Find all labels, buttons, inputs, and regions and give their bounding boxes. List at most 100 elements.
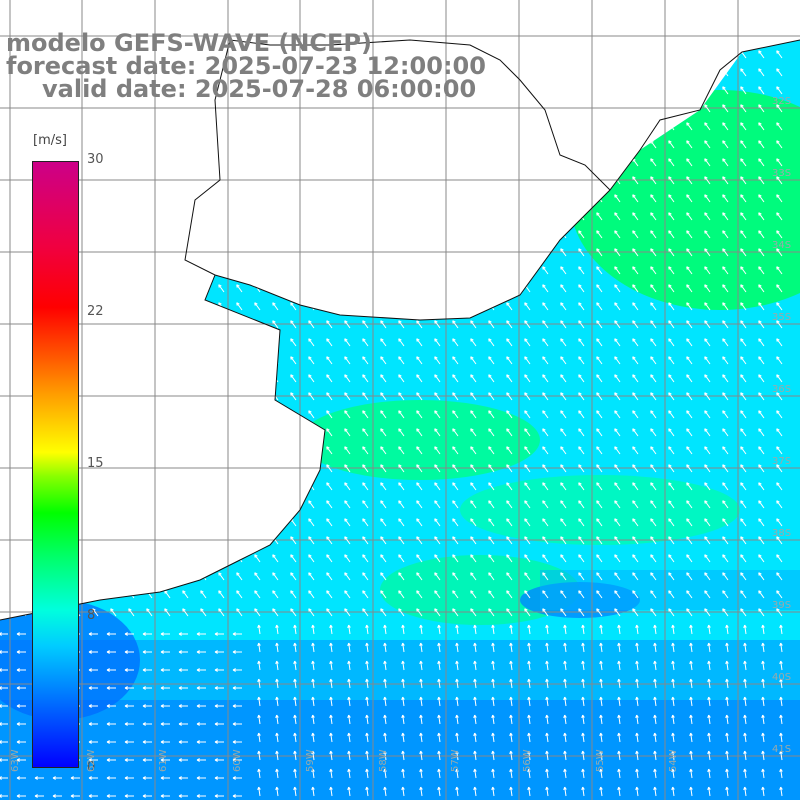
wind-arrow	[705, 15, 710, 22]
wind-arrow	[473, 696, 477, 707]
wind-arrow	[232, 650, 242, 654]
wind-arrow	[308, 374, 315, 383]
wind-arrow	[723, 15, 728, 22]
wind-arrow	[743, 768, 747, 779]
wind-arrow	[383, 660, 387, 671]
wind-arrow	[722, 302, 729, 311]
wind-arrow	[383, 732, 387, 743]
wind-arrow	[596, 374, 603, 383]
wind-arrow	[722, 410, 729, 419]
wind-arrow	[110, 482, 117, 491]
wind-arrow	[743, 642, 747, 653]
wind-arrow	[509, 678, 513, 689]
wind-arrow	[254, 410, 261, 419]
wind-arrow	[362, 302, 369, 311]
wind-arrow	[722, 518, 729, 527]
wind-arrow	[776, 140, 783, 149]
wind-arrow	[614, 230, 621, 239]
wind-arrow	[686, 608, 693, 617]
wind-arrow	[722, 446, 729, 455]
wind-arrow	[178, 794, 188, 798]
wind-arrow	[758, 140, 765, 149]
wind-arrow	[344, 446, 351, 455]
wind-arrow	[560, 122, 567, 131]
wind-arrow	[707, 678, 711, 689]
wind-arrow	[437, 678, 441, 689]
wind-arrow	[362, 284, 369, 293]
wind-arrow	[741, 15, 746, 22]
colorbar-tick-30: 30	[87, 152, 104, 167]
lon-label: 63W	[10, 749, 21, 772]
wind-arrow	[758, 428, 765, 437]
wind-arrow	[200, 518, 207, 527]
wind-arrow	[722, 572, 729, 581]
wind-arrow	[470, 482, 477, 491]
wind-arrow	[272, 140, 279, 149]
wind-arrow	[650, 374, 657, 383]
wind-arrow	[545, 696, 549, 707]
wind-arrow	[635, 714, 639, 725]
wind-arrow	[689, 642, 693, 653]
wind-arrow	[326, 464, 333, 473]
wind-arrow	[272, 608, 279, 617]
wind-arrow	[16, 776, 26, 780]
wind-arrow	[776, 446, 783, 455]
wind-arrow	[776, 410, 783, 419]
wind-arrow	[434, 554, 441, 563]
lat-label: 33S	[772, 168, 792, 179]
wind-arrow	[92, 500, 99, 509]
wind-arrow	[632, 50, 639, 59]
wind-arrow	[16, 704, 26, 708]
wind-arrow	[473, 624, 477, 635]
wind-arrow	[506, 464, 513, 473]
wind-arrow	[740, 86, 747, 95]
wind-arrow	[200, 500, 207, 509]
wind-arrow	[34, 794, 44, 798]
wind-arrow	[398, 122, 405, 131]
wind-arrow	[776, 500, 783, 509]
wind-arrow	[52, 776, 62, 780]
wind-arrow	[308, 554, 315, 563]
wind-arrow	[293, 786, 297, 797]
wind-arrow	[776, 248, 783, 257]
wind-arrow	[232, 668, 242, 672]
wind-arrow	[560, 590, 567, 599]
wind-arrow	[272, 590, 279, 599]
wind-arrow	[740, 302, 747, 311]
wind-arrow	[164, 338, 171, 347]
wind-arrow	[38, 122, 45, 131]
wind-arrow	[687, 15, 692, 22]
wind-arrow	[599, 624, 603, 635]
wind-arrow	[106, 632, 116, 636]
wind-arrow	[20, 158, 27, 167]
wind-arrow	[434, 194, 441, 203]
wind-arrow	[275, 624, 279, 635]
wind-arrow	[74, 140, 81, 149]
wind-arrow	[722, 464, 729, 473]
wind-arrow	[20, 212, 27, 221]
wind-arrow	[2, 122, 9, 131]
wind-arrow	[92, 518, 99, 527]
wind-arrow	[686, 158, 693, 167]
wind-arrow	[470, 536, 477, 545]
wind-arrow	[434, 464, 441, 473]
wind-arrow	[488, 356, 495, 365]
wind-arrow	[146, 428, 153, 437]
wind-arrow	[653, 696, 657, 707]
wind-arrow	[236, 482, 243, 491]
wind-arrow	[434, 320, 441, 329]
wind-arrow	[740, 320, 747, 329]
wind-arrow	[329, 768, 333, 779]
wind-arrow	[272, 122, 279, 131]
wind-arrow	[671, 642, 675, 653]
wind-arrow	[110, 428, 117, 437]
wind-arrow	[344, 482, 351, 491]
wind-arrow	[650, 464, 657, 473]
wind-arrow	[401, 768, 405, 779]
wind-arrow	[509, 750, 513, 761]
wind-arrow	[214, 632, 224, 636]
wind-arrow	[380, 464, 387, 473]
wind-arrow	[160, 632, 170, 636]
wind-arrow	[290, 608, 297, 617]
